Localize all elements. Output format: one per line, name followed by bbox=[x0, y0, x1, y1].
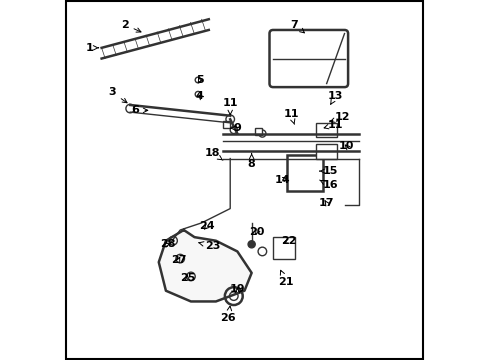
Text: 8: 8 bbox=[247, 153, 255, 169]
Text: 19: 19 bbox=[229, 284, 244, 294]
Text: 18: 18 bbox=[204, 148, 223, 160]
Text: 6: 6 bbox=[131, 105, 147, 115]
Text: 20: 20 bbox=[249, 227, 264, 237]
Text: 3: 3 bbox=[108, 87, 127, 103]
Bar bbox=[223, 121, 230, 128]
Circle shape bbox=[247, 241, 255, 248]
Bar bbox=[255, 128, 262, 135]
Text: 28: 28 bbox=[160, 239, 175, 249]
Text: 11: 11 bbox=[283, 109, 298, 124]
Text: 21: 21 bbox=[277, 270, 293, 287]
Text: 24: 24 bbox=[199, 221, 214, 231]
Text: 10: 10 bbox=[338, 141, 353, 151]
Text: 5: 5 bbox=[196, 75, 203, 85]
Bar bbox=[315, 144, 337, 158]
Text: 16: 16 bbox=[319, 180, 337, 190]
Text: 27: 27 bbox=[170, 255, 186, 265]
Bar bbox=[272, 237, 294, 258]
Text: 11: 11 bbox=[324, 120, 343, 130]
Polygon shape bbox=[159, 230, 251, 301]
Text: 15: 15 bbox=[319, 166, 337, 176]
Text: 26: 26 bbox=[220, 306, 236, 323]
Bar bbox=[315, 123, 337, 137]
Text: 11: 11 bbox=[222, 98, 238, 114]
Text: 17: 17 bbox=[318, 198, 334, 208]
Text: 25: 25 bbox=[179, 273, 195, 283]
Text: 2: 2 bbox=[121, 19, 141, 32]
Text: 12: 12 bbox=[329, 112, 350, 122]
Text: 7: 7 bbox=[290, 19, 304, 33]
Text: 1: 1 bbox=[85, 43, 99, 53]
Text: 23: 23 bbox=[199, 241, 220, 251]
Text: 14: 14 bbox=[274, 175, 289, 185]
Bar bbox=[287, 155, 323, 191]
Text: 4: 4 bbox=[196, 91, 203, 101]
Text: 13: 13 bbox=[327, 91, 343, 104]
FancyBboxPatch shape bbox=[269, 30, 347, 87]
Text: 22: 22 bbox=[281, 236, 296, 246]
Text: 9: 9 bbox=[230, 123, 241, 133]
